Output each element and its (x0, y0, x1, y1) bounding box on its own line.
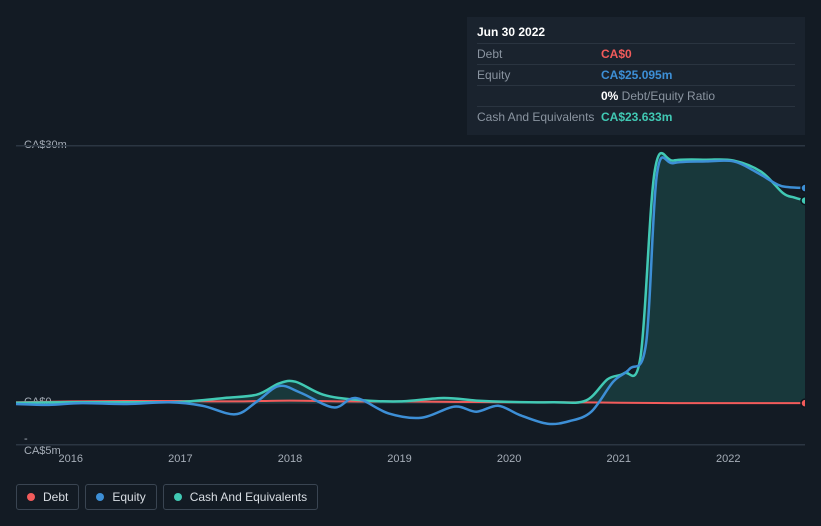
summary-row-cash: Cash And Equivalents CA$23.633m (477, 106, 795, 127)
summary-value-debt: CA$0 (601, 46, 632, 62)
legend-item-debt[interactable]: Debt (16, 484, 79, 510)
x-tick-label: 2019 (387, 453, 411, 465)
x-tick-label: 2022 (716, 453, 740, 465)
legend-dot-icon (96, 493, 104, 501)
legend-label: Cash And Equivalents (190, 490, 307, 504)
legend-item-equity[interactable]: Equity (85, 484, 156, 510)
summary-row-debt: Debt CA$0 (477, 43, 795, 64)
legend-item-cash-and-equivalents[interactable]: Cash And Equivalents (163, 484, 318, 510)
x-tick-label: 2018 (278, 453, 302, 465)
legend-label: Equity (112, 490, 145, 504)
summary-label: Debt (477, 46, 601, 62)
legend: Debt Equity Cash And Equivalents (16, 484, 318, 510)
summary-value-ratio: 0% Debt/Equity Ratio (601, 88, 715, 104)
summary-value-cash: CA$23.633m (601, 109, 672, 125)
x-tick-label: 2016 (59, 453, 83, 465)
summary-label: Cash And Equivalents (477, 109, 601, 125)
x-axis: 2016 2017 2018 2019 2020 2021 2022 (16, 453, 805, 471)
summary-date: Jun 30 2022 (477, 23, 795, 43)
summary-label (477, 88, 601, 104)
summary-row-ratio: 0% Debt/Equity Ratio (477, 85, 795, 106)
x-tick-label: 2017 (168, 453, 192, 465)
legend-dot-icon (174, 493, 182, 501)
x-tick-label: 2020 (497, 453, 521, 465)
legend-label: Debt (43, 490, 68, 504)
summary-value-equity: CA$25.095m (601, 67, 672, 83)
legend-dot-icon (27, 493, 35, 501)
chart-svg (16, 146, 805, 446)
summary-label: Equity (477, 67, 601, 83)
summary-panel: Jun 30 2022 Debt CA$0 Equity CA$25.095m … (467, 17, 805, 135)
plot-area[interactable] (16, 145, 805, 445)
x-tick-label: 2021 (606, 453, 630, 465)
summary-row-equity: Equity CA$25.095m (477, 64, 795, 85)
